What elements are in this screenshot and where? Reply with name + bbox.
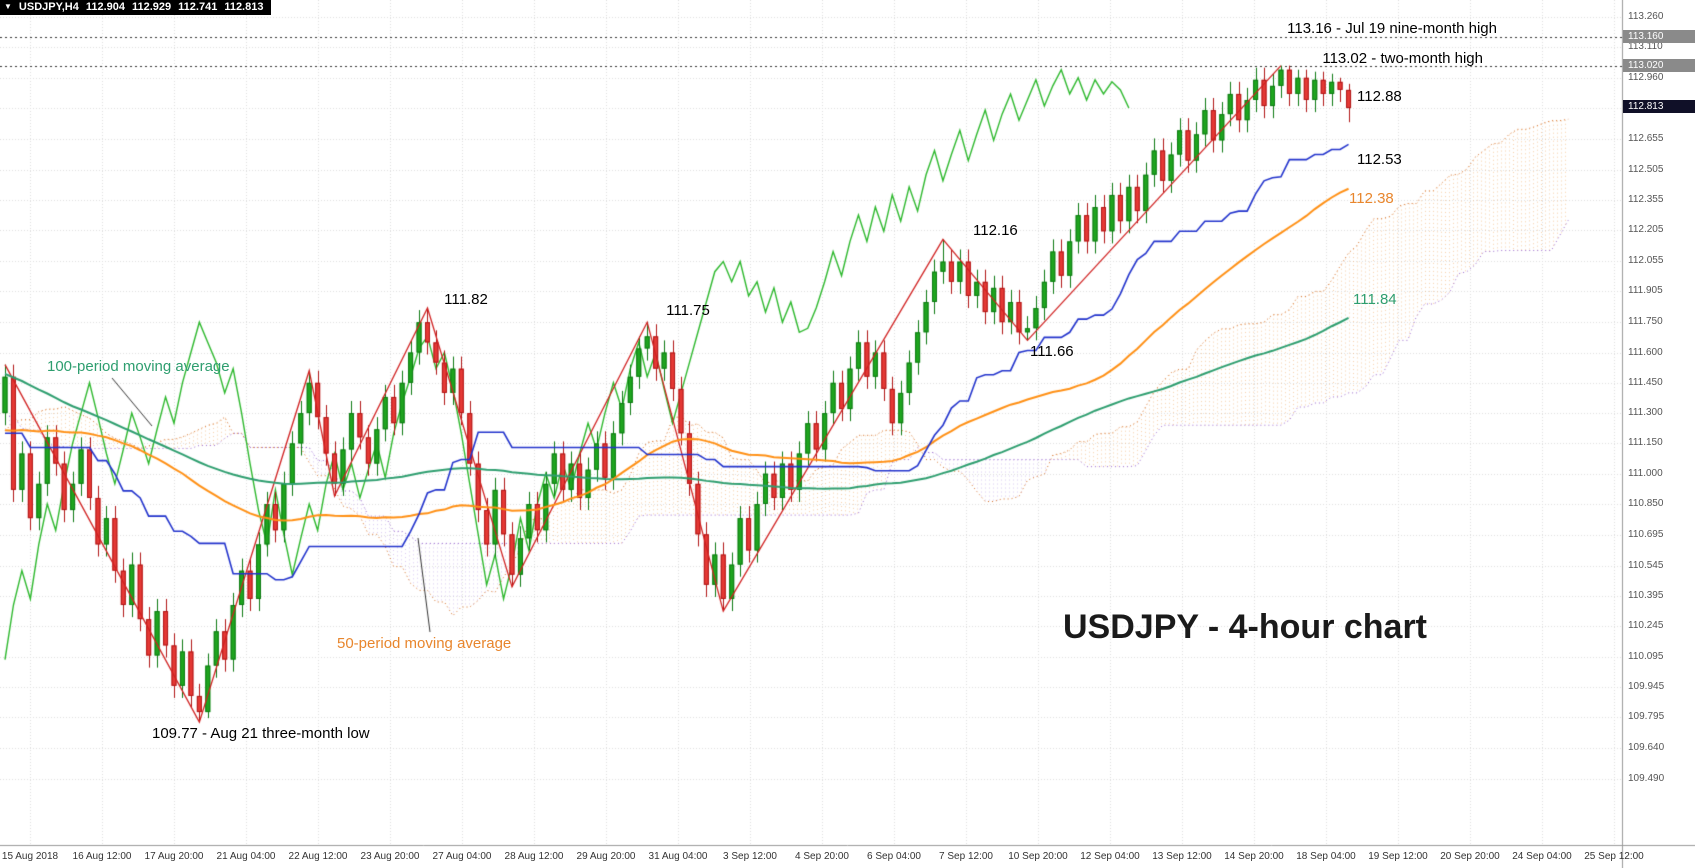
ohlc-open: 112.904	[85, 1, 125, 13]
price-tick-label: 110.395	[1628, 589, 1664, 601]
ohlc-low: 112.741	[178, 1, 218, 13]
price-tick-label: 109.490	[1628, 772, 1665, 784]
time-axis-label: 3 Sep 12:00	[723, 851, 777, 862]
time-axis-label: 17 Aug 20:00	[144, 851, 204, 862]
price-tick-label: 112.960	[1628, 71, 1664, 83]
chart-annotation: 112.53	[1357, 151, 1402, 168]
price-tick-label: 112.355	[1628, 193, 1664, 205]
time-axis-label: 7 Sep 12:00	[939, 851, 993, 862]
symbol-period-label: USDJPY,H4	[18, 1, 79, 13]
price-tick-label: 112.055	[1628, 254, 1664, 266]
time-axis-label: 15 Aug 2018	[1, 851, 59, 862]
chart-annotation: 111.82	[444, 291, 488, 308]
chart-title-watermark: USDJPY - 4-hour chart	[1063, 608, 1428, 646]
time-axis-label: 6 Sep 04:00	[867, 851, 921, 862]
chart-annotation: 109.77 - Aug 21 three-month low	[152, 725, 370, 742]
time-axis-label: 29 Aug 20:00	[576, 851, 636, 862]
time-axis-label: 20 Sep 20:00	[1440, 851, 1500, 862]
time-axis-label: 31 Aug 04:00	[648, 851, 708, 862]
chart-annotation: 111.66	[1030, 343, 1074, 360]
price-tick-label: 113.260	[1628, 11, 1664, 23]
chart-annotation: 112.88	[1357, 88, 1402, 105]
time-axis-label: 19 Sep 12:00	[1368, 851, 1428, 862]
time-axis-label: 25 Sep 12:00	[1584, 851, 1644, 862]
price-tick-label: 109.945	[1628, 680, 1665, 692]
time-axis-label: 24 Sep 04:00	[1512, 851, 1572, 862]
ohlc-close: 112.813	[224, 1, 264, 13]
price-tick-label: 112.505	[1628, 163, 1664, 175]
chart-annotation: 100-period moving average	[47, 358, 230, 375]
price-tick-label: 112.205	[1628, 224, 1664, 236]
price-tick-label: 111.905	[1628, 284, 1663, 296]
chart-annotation: 112.16	[973, 222, 1018, 239]
chart-annotation: 111.75	[666, 302, 710, 319]
time-axis-label: 18 Sep 04:00	[1296, 851, 1356, 862]
time-axis-label: 14 Sep 20:00	[1224, 851, 1284, 862]
time-axis-label: 21 Aug 04:00	[216, 851, 276, 862]
price-tick-label: 110.695	[1628, 529, 1664, 541]
symbol-info-bar: ▼ USDJPY,H4 112.904 112.929 112.741 112.…	[0, 0, 272, 15]
time-axis-label: 4 Sep 20:00	[795, 851, 849, 862]
chart-annotation: 113.16 - Jul 19 nine-month high	[1287, 20, 1497, 37]
price-tick-label: 111.000	[1628, 467, 1663, 479]
hline-price-tag: 113.160	[1623, 30, 1695, 44]
time-axis-label: 28 Aug 12:00	[504, 851, 564, 862]
time-axis-label: 16 Aug 12:00	[72, 851, 132, 862]
price-tick-label: 111.150	[1628, 437, 1663, 449]
price-tick-label: 111.450	[1628, 376, 1663, 388]
time-axis-label: 27 Aug 04:00	[432, 851, 492, 862]
time-axis-label: 10 Sep 20:00	[1008, 851, 1068, 862]
chart-annotation: 112.38	[1349, 190, 1394, 207]
price-tick-label: 111.600	[1628, 346, 1663, 358]
chart-annotation: 111.84	[1353, 291, 1397, 308]
price-tick-label: 110.850	[1628, 498, 1664, 509]
price-tick-label: 111.750	[1628, 316, 1663, 328]
time-axis-label: 12 Sep 04:00	[1080, 851, 1140, 862]
price-tick-label: 110.095	[1628, 650, 1664, 662]
price-tick-label: 109.640	[1628, 742, 1665, 754]
hline-price-tag: 113.020	[1623, 58, 1695, 72]
price-tick-label: 110.245	[1628, 620, 1664, 632]
chart-annotation: 113.02 - two-month high	[1322, 50, 1483, 67]
price-tick-label: 113.110	[1628, 41, 1663, 53]
time-axis-label: 23 Aug 20:00	[360, 851, 420, 862]
dropdown-arrow-icon[interactable]: ▼	[4, 2, 12, 11]
price-tick-label: 112.655	[1628, 133, 1664, 145]
time-axis-label: 13 Sep 12:00	[1152, 851, 1212, 862]
price-tick-label: 109.795	[1628, 711, 1665, 723]
current-price-tag: 112.813	[1623, 100, 1695, 114]
ohlc-high: 112.929	[132, 1, 172, 13]
price-tick-label: 111.300	[1628, 407, 1663, 419]
chart-annotation: 50-period moving average	[337, 635, 512, 652]
price-tick-label: 110.545	[1628, 559, 1664, 571]
time-axis-label: 22 Aug 12:00	[288, 851, 348, 862]
